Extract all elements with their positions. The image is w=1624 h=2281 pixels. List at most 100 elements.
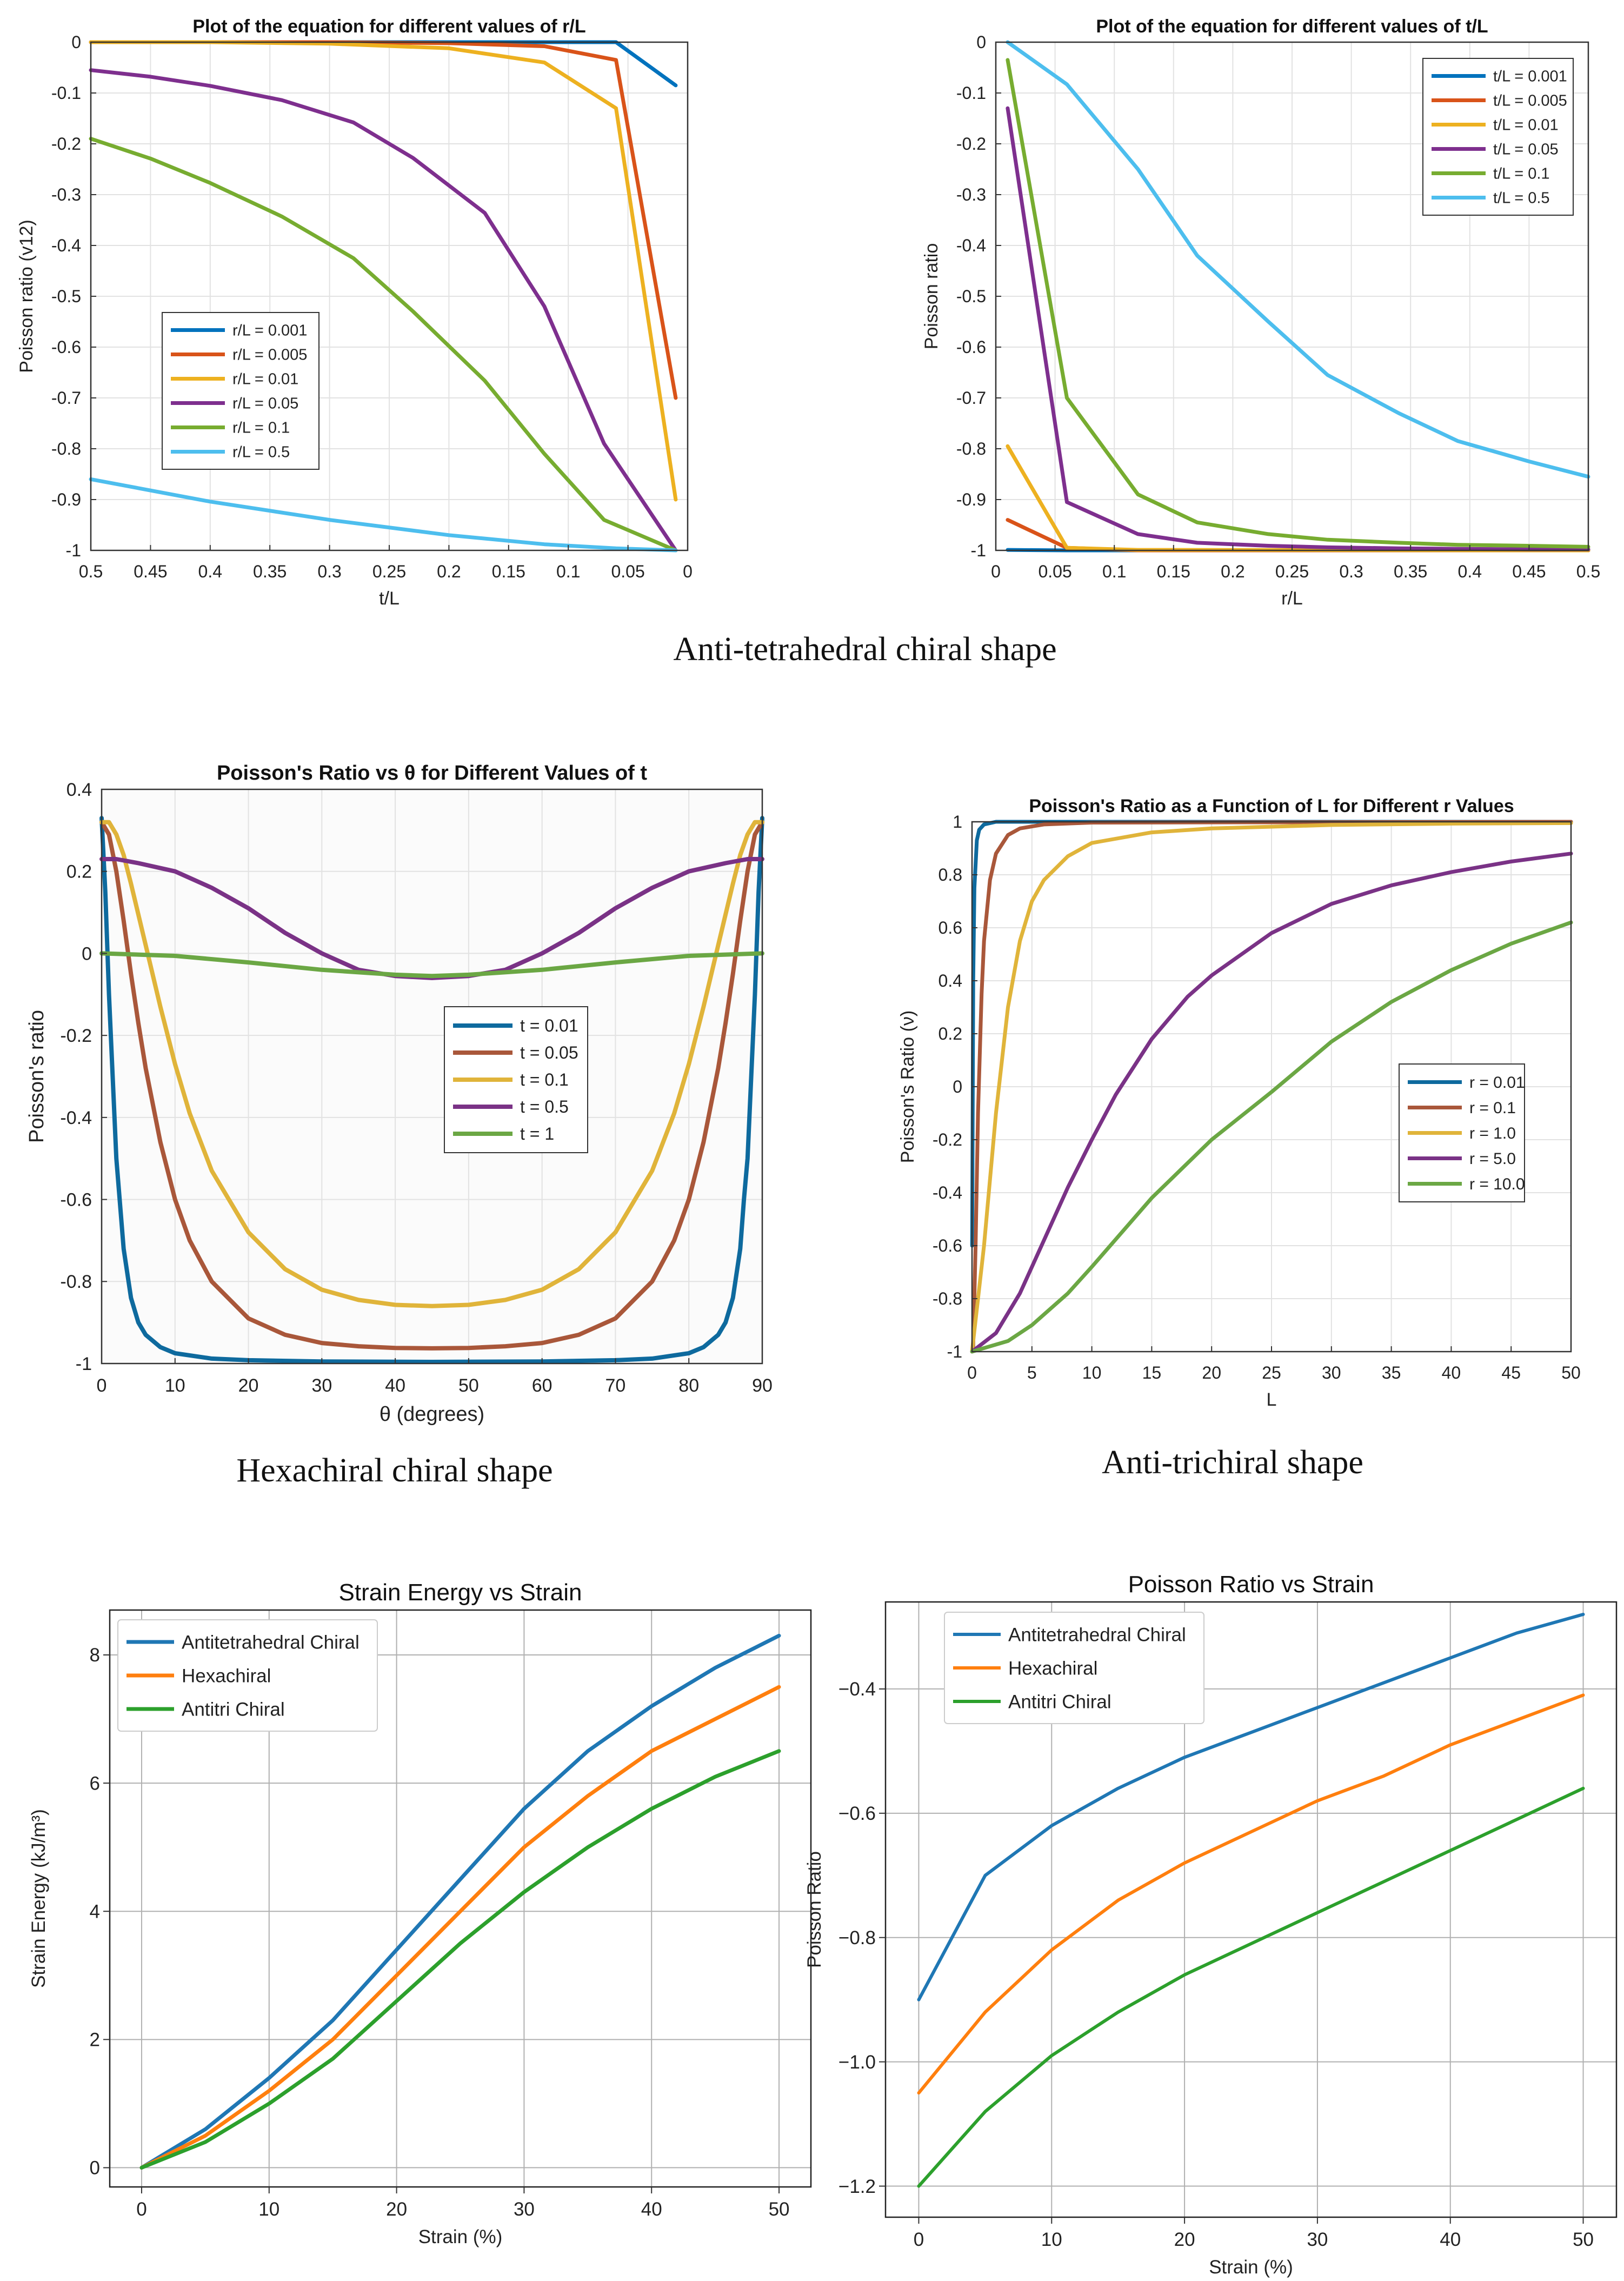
series-line-3 <box>917 1786 1585 2188</box>
legend-label: t = 0.05 <box>520 1043 578 1062</box>
x-tick-label: 0.5 <box>1576 562 1600 581</box>
x-tick-label: 50 <box>458 1375 479 1396</box>
chart-title: Poisson's Ratio vs θ for Different Value… <box>217 762 647 784</box>
series-line-2 <box>139 1685 781 2170</box>
x-tick-label: 0.2 <box>437 562 461 581</box>
x-tick-label: 40 <box>1442 1363 1461 1382</box>
y-tick-label: -1 <box>66 541 81 560</box>
y-tick-label: 6 <box>90 1773 100 1794</box>
y-tick-label: 0.4 <box>939 971 962 990</box>
y-tick-label: -0.8 <box>51 439 81 458</box>
series-line-1 <box>917 1613 1585 2001</box>
x-axis-label: Strain (%) <box>418 2226 503 2247</box>
y-tick-label: -0.3 <box>51 185 81 204</box>
y-tick-label: -0.1 <box>956 83 986 103</box>
series-line-4 <box>970 852 1573 1354</box>
legend-label: t = 0.01 <box>520 1016 578 1035</box>
x-axis-label: L <box>1267 1389 1277 1410</box>
series-line-5 <box>99 951 764 979</box>
x-tick-label: 0.05 <box>1038 562 1071 581</box>
x-tick-label: 90 <box>752 1375 773 1396</box>
axes-frame <box>884 1601 1618 2218</box>
axes-frame <box>109 1609 812 2188</box>
x-tick-label: 20 <box>1174 2229 1195 2250</box>
series-line-2 <box>971 820 1573 1348</box>
x-tick-label: 30 <box>1322 1363 1341 1382</box>
legend-label: Hexachiral <box>182 1665 271 1686</box>
y-tick-label: 4 <box>90 1901 100 1922</box>
legend-label: t/L = 0.1 <box>1493 165 1550 183</box>
x-tick-label: 10 <box>165 1375 185 1396</box>
legend-label: t/L = 0.001 <box>1493 68 1567 85</box>
y-tick-label: 0 <box>90 2158 100 2179</box>
legend-label: r = 10.0 <box>1469 1175 1525 1193</box>
y-tick-label: -0.9 <box>956 490 986 509</box>
x-tick-label: 0.25 <box>372 562 406 581</box>
y-axis-label: Poisson Ratio <box>804 1851 825 1968</box>
plot-area <box>102 789 762 1364</box>
y-tick-label: -0.6 <box>933 1236 962 1255</box>
y-tick-label: -0.8 <box>60 1272 92 1292</box>
chart-2: 0 0.05 0.1 0.15 0.2 0.25 0.3 0.35 0.4 0.45 0.5 0 -0.… <box>921 16 1600 609</box>
y-tick-label: −0.4 <box>838 1679 876 1700</box>
x-tick-label: 50 <box>1573 2229 1594 2250</box>
x-tick-label: 0 <box>683 562 693 581</box>
x-tick-label: 0 <box>914 2229 924 2250</box>
x-tick-label: 0.1 <box>1102 562 1126 581</box>
y-tick-label: -0.2 <box>60 1026 92 1046</box>
legend-label: r/L = 0.1 <box>232 420 290 437</box>
series-line-6 <box>1006 40 1590 479</box>
legend-label: r = 1.0 <box>1469 1125 1516 1142</box>
y-tick-label: -0.9 <box>51 490 81 509</box>
series-line-3 <box>970 821 1573 1354</box>
legend-label: Hexachiral <box>1008 1658 1097 1679</box>
x-tick-label: 0.2 <box>1221 562 1244 581</box>
caption-anti-tetrahedral: Anti-tetrahedral chiral shape <box>673 631 1057 668</box>
y-tick-label: -0.1 <box>51 83 81 103</box>
x-tick-label: 0.45 <box>1512 562 1546 581</box>
y-tick-label: -0.5 <box>51 287 81 306</box>
legend-label: r = 0.01 <box>1469 1074 1525 1092</box>
legend-label: r = 0.1 <box>1469 1099 1516 1117</box>
chart-title: Poisson Ratio vs Strain <box>1128 1571 1374 1598</box>
legend-label: t = 0.5 <box>520 1097 569 1116</box>
series-line-6 <box>89 477 678 553</box>
y-tick-label: -0.4 <box>60 1108 92 1128</box>
legend-label: r/L = 0.5 <box>232 444 290 461</box>
x-tick-label: 40 <box>1440 2229 1461 2250</box>
chart-1: 0.5 0.45 0.4 0.35 0.3 0.25 0.2 0.15 0.1 0.05 0 0 -0.… <box>16 16 693 609</box>
x-tick-label: 50 <box>1561 1363 1581 1382</box>
x-tick-label: 0.35 <box>1394 562 1427 581</box>
chart-4: 0 5 10 15 20 25 30 35 40 45 50 1 0.8 0.6 0.4 0.2 0 -0.2 -0… <box>897 796 1581 1410</box>
legend-label: r/L = 0.01 <box>232 371 298 388</box>
chart-3: 0 10 20 30 40 50 60 70 80 90 0.4 0.2 0 -0.2 -0.4 -0.6 -0… <box>25 762 773 1426</box>
y-tick-label: -0.2 <box>956 134 986 154</box>
y-tick-label: -1 <box>971 541 986 560</box>
y-tick-label: 0 <box>71 32 81 52</box>
y-tick-label: -0.8 <box>933 1289 962 1308</box>
y-tick-label: -0.7 <box>51 388 81 408</box>
caption-hexachiral: Hexachiral chiral shape <box>236 1452 553 1489</box>
legend-box <box>117 1619 378 1732</box>
x-tick-label: 40 <box>641 2199 662 2220</box>
x-tick-label: 80 <box>678 1375 699 1396</box>
y-tick-label: −1.2 <box>838 2176 876 2197</box>
series-line-5 <box>89 137 678 553</box>
x-tick-label: 0.05 <box>611 562 644 581</box>
x-tick-label: 5 <box>1027 1363 1037 1382</box>
x-tick-label: 50 <box>769 2199 790 2220</box>
x-tick-label: 0.45 <box>134 562 167 581</box>
y-tick-label: −0.6 <box>838 1803 876 1824</box>
x-tick-label: 0.35 <box>253 562 287 581</box>
x-tick-label: 25 <box>1262 1363 1281 1382</box>
y-tick-label: -0.2 <box>933 1130 962 1149</box>
legend-label: Antitetrahedral Chiral <box>182 1632 360 1653</box>
legend-box <box>162 312 320 470</box>
x-tick-label: 20 <box>386 2199 407 2220</box>
y-tick-label: -0.5 <box>956 287 986 306</box>
legend-box <box>944 1612 1204 1724</box>
x-tick-label: 35 <box>1382 1363 1401 1382</box>
y-tick-label: −0.8 <box>838 1927 876 1949</box>
x-tick-label: 0.1 <box>556 562 580 581</box>
x-tick-label: 70 <box>605 1375 626 1396</box>
